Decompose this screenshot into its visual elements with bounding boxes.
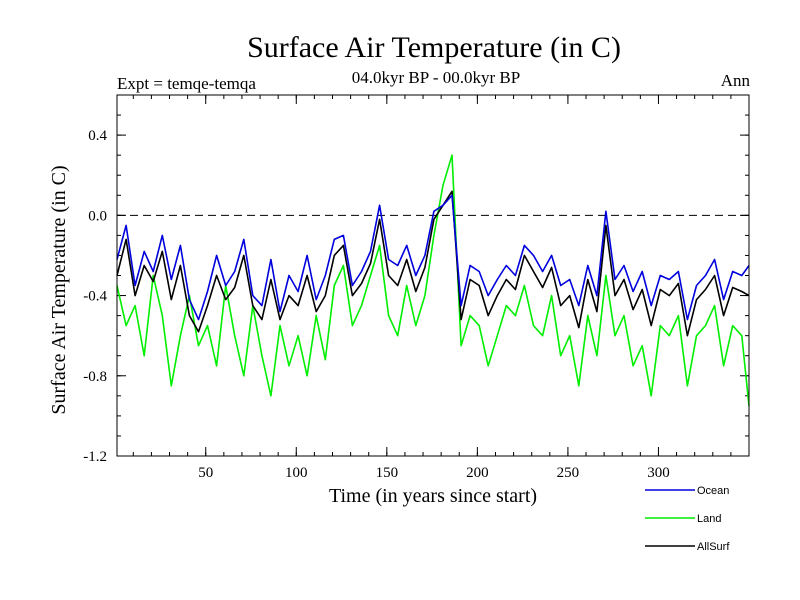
chart-title: Surface Air Temperature (in C) — [247, 31, 621, 64]
x-tick-label: 300 — [647, 465, 670, 481]
series-line-allsurf — [116, 190, 750, 337]
series-line-land — [116, 154, 750, 406]
legend-label-allsurf: AllSurf — [697, 541, 730, 553]
y-axis-label: Surface Air Temperature (in C) — [48, 165, 70, 414]
y-tick-label: -0.8 — [83, 369, 107, 385]
legend-label-ocean: Ocean — [697, 485, 729, 497]
legend-label-land: Land — [697, 513, 721, 525]
y-tick-label: -1.2 — [83, 449, 107, 465]
season-label: Ann — [721, 71, 751, 90]
x-tick-label: 50 — [198, 465, 213, 481]
x-axis-label: Time (in years since start) — [329, 485, 537, 507]
x-tick-label: 100 — [285, 465, 308, 481]
series-line-ocean — [116, 194, 750, 321]
y-tick-label: -0.4 — [83, 289, 107, 305]
x-tick-label: 150 — [376, 465, 399, 481]
x-tick-label: 200 — [466, 465, 489, 481]
plot-frame — [116, 94, 750, 457]
y-tick-label: 0.4 — [88, 128, 107, 144]
experiment-label: Expt = temqe-temqa — [117, 74, 256, 93]
x-tick-label: 250 — [557, 465, 580, 481]
y-tick-label: 0.0 — [88, 208, 107, 224]
chart-subtitle: 04.0kyr BP - 00.0kyr BP — [352, 68, 520, 87]
legend: Ocean Land AllSurf — [645, 485, 730, 553]
plot-area: 0.4 0.0 -0.4 -0.8 -1.2 50 100 150 200 250 300 — [83, 94, 750, 481]
